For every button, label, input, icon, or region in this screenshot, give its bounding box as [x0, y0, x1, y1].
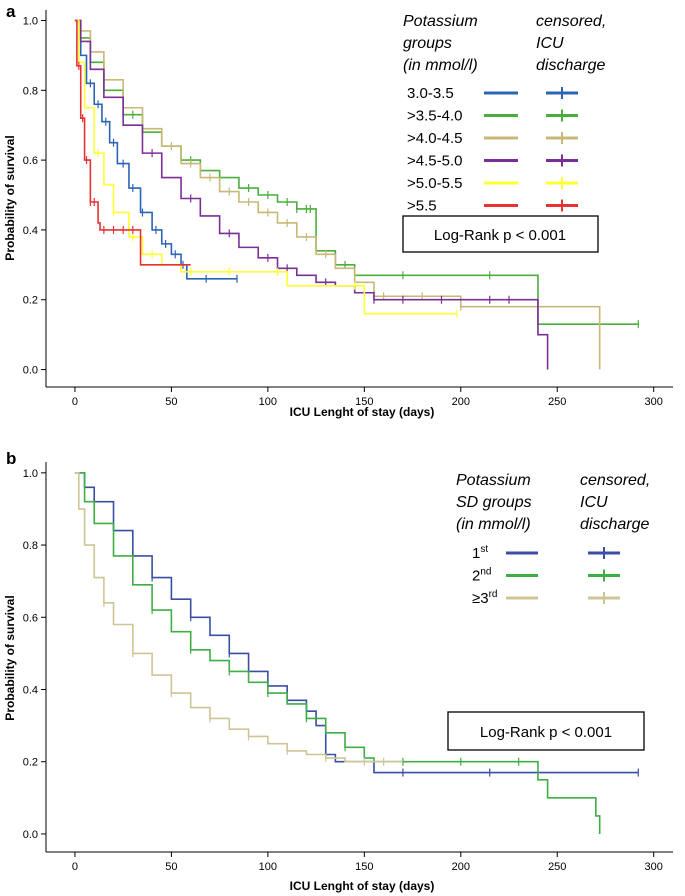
- x-tick-label: 250: [548, 861, 566, 873]
- legend-label: >4.5-5.0: [407, 153, 462, 170]
- panel-a-series: [74, 19, 639, 370]
- series-4-5-5-0-line: [74, 19, 549, 370]
- y-tick-label: 0.4: [23, 225, 38, 237]
- legend-a-censor-heading-3: discharge: [536, 57, 605, 74]
- x-tick-label: 150: [355, 396, 373, 408]
- panel-b-x-title: ICU Lenght of stay (days): [290, 879, 435, 893]
- series-3-0-3-5-line: [74, 19, 237, 280]
- y-tick-label: 0.8: [23, 85, 38, 97]
- panel-b-letter: b: [6, 449, 16, 468]
- legend-label: >3.5-4.0: [407, 108, 462, 125]
- legend-label-superscript: rd: [489, 589, 498, 600]
- x-tick-label: 50: [165, 861, 177, 873]
- panel-b-series: [74, 472, 639, 834]
- y-tick-label: 1.0: [23, 15, 38, 27]
- legend-label: >5.0-5.5: [407, 175, 462, 192]
- series-3-line: [74, 472, 403, 763]
- legend-label: >5.5: [407, 198, 437, 215]
- legend-b-censor-heading-3: discharge: [580, 516, 649, 533]
- legend-b-heading-2: SD groups: [456, 494, 532, 511]
- x-tick-label: 100: [259, 861, 277, 873]
- panel-a-legend: Potassium groups (in mmol/l) censored, I…: [403, 13, 606, 215]
- y-tick-label: 0.2: [23, 757, 38, 769]
- y-tick-label: 1.0: [23, 468, 38, 480]
- panel-a-stat-box: [402, 215, 599, 253]
- legend-a-rows: 3.0-3.5 >3.5-4.0 >4.0-4.5 >4.5-5.0 >5.0-5.5 >…: [407, 85, 578, 215]
- legend-a-heading-1: Potassium: [403, 13, 478, 30]
- legend-a-censor-heading-2: ICU: [536, 35, 564, 52]
- legend-label: 3.0-3.5: [407, 85, 454, 102]
- x-tick-label: 200: [452, 861, 470, 873]
- y-tick-label: 0.0: [23, 829, 38, 841]
- x-tick-label: 150: [355, 861, 373, 873]
- y-tick-label: 0.4: [23, 685, 38, 697]
- x-tick-label: 0: [72, 861, 78, 873]
- legend-b-rows: 1st 2nd ≥3rd: [472, 544, 620, 607]
- legend-a-heading-3: (in mmol/l): [403, 57, 478, 74]
- y-tick-label: 0.6: [23, 155, 38, 167]
- y-tick-label: 0.8: [23, 540, 38, 552]
- legend-a-heading-2: groups: [403, 35, 452, 52]
- legend-label: ≥3rd: [472, 589, 497, 607]
- y-tick-label: 0.2: [23, 295, 38, 307]
- x-tick-label: 50: [165, 396, 177, 408]
- panel-b-chart: b 0.00.20.40.60.81.0 0 50 100 150 200 250 300 …: [3, 449, 673, 893]
- legend-label-superscript: nd: [480, 567, 491, 578]
- legend-label-superscript: st: [480, 544, 488, 555]
- panel-b-stat-box: [447, 711, 645, 751]
- x-tick-label: 100: [259, 396, 277, 408]
- panel-a-y-title: Probability of survival: [3, 135, 17, 260]
- y-tick-label: 0.6: [23, 612, 38, 624]
- panel-a-y-ticks: 0.0 0.2 0.4 0.6 0.8 1.0: [23, 15, 46, 377]
- panel-b-x-ticks: 0 50 100 150 200 250 300: [72, 852, 663, 873]
- legend-b-censor-heading-2: ICU: [580, 494, 608, 511]
- y-tick-label: 0.0: [23, 365, 38, 377]
- legend-label: 2nd: [472, 567, 491, 585]
- x-tick-label: 300: [645, 861, 663, 873]
- panel-b-log-rank: Log-Rank p < 0.001: [480, 724, 612, 741]
- legend-b-heading-1: Potassium: [456, 472, 531, 489]
- panel-b-legend: Potassium SD groups (in mmol/l) censored…: [456, 472, 650, 607]
- series-2-line: [74, 472, 601, 834]
- x-tick-label: 300: [645, 396, 663, 408]
- x-tick-label: 0: [72, 396, 78, 408]
- panel-a-chart: a 0.00.20.40.60.81.0 0 50 100 150 200 250 300 …: [3, 2, 673, 419]
- legend-label: 1st: [472, 544, 488, 562]
- panel-a-x-title: ICU Lenght of stay (days): [290, 405, 435, 419]
- panel-a-log-rank: Log-Rank p < 0.001: [434, 227, 566, 244]
- legend-label: >4.0-4.5: [407, 130, 462, 147]
- x-tick-label: 200: [452, 396, 470, 408]
- series-5-0-5-5-line: [74, 19, 457, 315]
- legend-b-heading-3: (in mmol/l): [456, 516, 531, 533]
- panel-a-letter: a: [6, 2, 16, 21]
- panel-b-y-title: Probability of survival: [3, 595, 17, 720]
- x-tick-label: 250: [548, 396, 566, 408]
- panel-b-y-ticks: 0.0 0.2 0.4 0.6 0.8 1.0: [23, 468, 46, 841]
- panel-a-x-ticks: 0 50 100 150 200 250 300: [72, 387, 663, 408]
- legend-a-censor-heading-1: censored,: [536, 13, 606, 30]
- legend-b-censor-heading-1: censored,: [580, 472, 650, 489]
- series-4-0-4-5-line: [74, 19, 601, 370]
